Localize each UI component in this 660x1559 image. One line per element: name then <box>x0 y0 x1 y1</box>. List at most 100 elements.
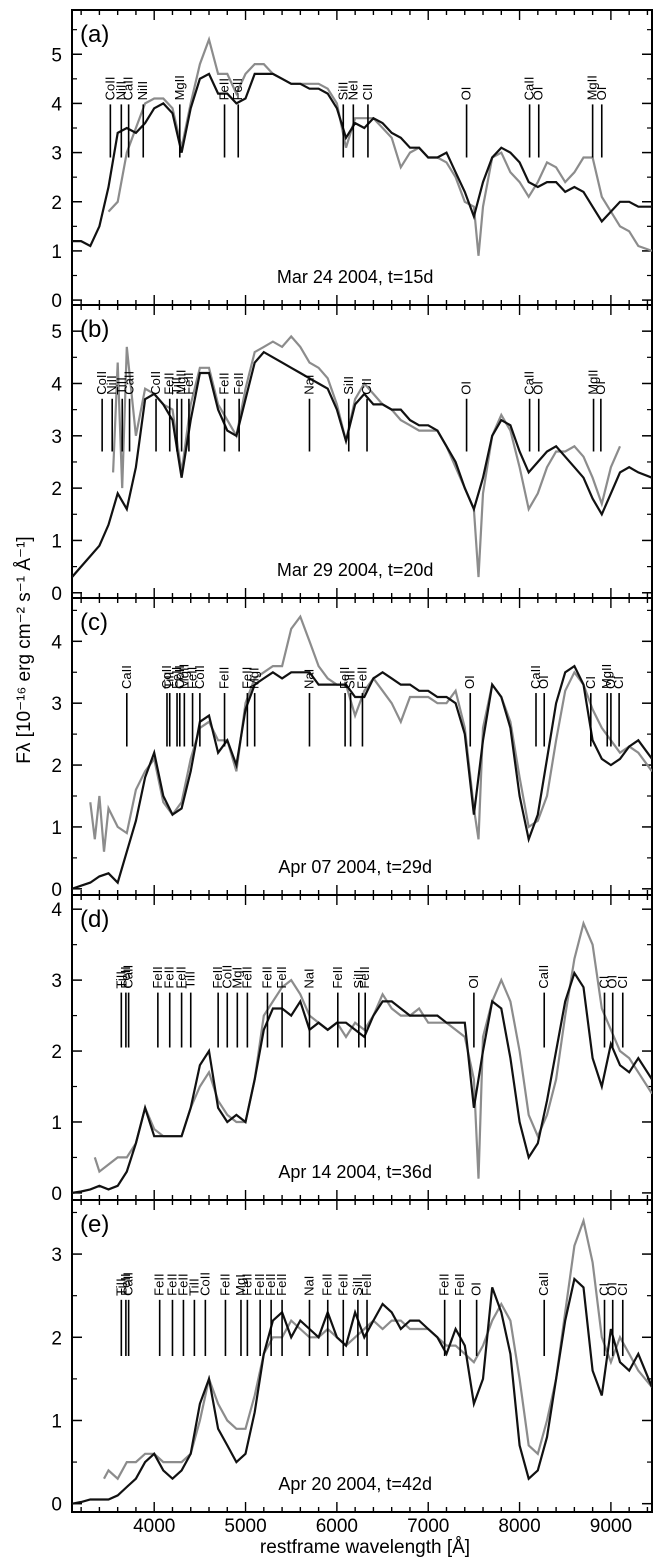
line-id-label: CaII <box>536 965 551 989</box>
line-id-label: FeII <box>330 966 345 988</box>
y-tick-label: 3 <box>51 1245 62 1266</box>
line-id-label: TiII <box>162 671 177 689</box>
observed-spectrum-line <box>89 614 652 852</box>
line-id-label: CII <box>360 84 375 101</box>
y-tick-label: 2 <box>51 756 62 777</box>
line-id-label: FeII <box>217 667 232 689</box>
y-tick-label: 0 <box>51 584 62 605</box>
line-id-label: FeII <box>335 1273 350 1295</box>
line-id-label: OI <box>469 1282 484 1296</box>
line-id-label: FeII <box>185 667 200 689</box>
line-id-label: SiII <box>341 376 356 395</box>
line-id-label: OI <box>466 975 481 989</box>
line-id-label: OI <box>536 675 551 689</box>
y-tick-label: 1 <box>51 1113 62 1134</box>
line-id-label: OI <box>593 381 608 395</box>
line-id-label: FeII <box>210 966 225 988</box>
line-id-label: CaII <box>522 371 537 395</box>
line-id-label: NaI <box>301 968 316 988</box>
y-tick-label: 4 <box>51 632 62 653</box>
y-tick-label: 3 <box>51 427 62 448</box>
line-id-label: CoII <box>219 965 234 989</box>
line-id-label: OI <box>594 87 609 101</box>
panel-label: (e) <box>80 1211 109 1238</box>
line-id-label: NiII <box>113 81 128 101</box>
line-id-label: CI <box>583 676 598 689</box>
x-tick-label: 4000 <box>133 1516 175 1537</box>
y-tick-label: 1 <box>51 242 62 263</box>
line-id-label: CI <box>615 976 630 989</box>
line-id-label: NiII <box>135 81 150 101</box>
line-id-label: CaII <box>121 965 136 989</box>
x-axis-label: restframe wavelength [Å] <box>260 1537 470 1558</box>
line-id-label: FeII <box>169 667 184 689</box>
line-id-label: FeII <box>252 1273 267 1295</box>
line-id-label: FeII <box>263 1273 278 1295</box>
panel-label: (a) <box>80 21 109 48</box>
line-id-label: FeII <box>230 78 245 100</box>
line-id-label: TiII <box>186 1278 201 1296</box>
line-id-label: TiII <box>183 971 198 989</box>
line-id-label: MgI <box>233 1274 248 1296</box>
y-tick-label: 2 <box>51 479 62 500</box>
line-id-label: SiII <box>350 1277 365 1296</box>
line-id-label: FeII <box>239 1273 254 1295</box>
line-id-label: FeII <box>452 1273 467 1295</box>
line-id-label: NeI <box>345 80 360 100</box>
date-label: Apr 14 2004, t=36d <box>278 1162 432 1182</box>
y-axis-label: Fλ [10⁻¹⁶ erg cm⁻² s⁻¹ Å⁻¹] <box>14 536 35 763</box>
line-id-label: SiII <box>343 670 358 689</box>
line-id-label: NaI <box>301 1276 316 1296</box>
line-id-label: FeII <box>217 78 232 100</box>
line-id-label: CaII <box>121 1272 136 1296</box>
line-id-label: TiII <box>169 377 184 395</box>
line-id-label: OI <box>531 381 546 395</box>
line-id-label: CaII <box>522 77 537 101</box>
line-id-label: FeII <box>164 1273 179 1295</box>
observed-spectrum-line <box>93 919 652 1179</box>
x-tick-label: 7000 <box>407 1516 449 1537</box>
line-id-label: FeII <box>217 1273 232 1295</box>
line-id-label: CI <box>597 976 612 989</box>
panel-frame <box>71 894 653 1201</box>
x-tick-label: 8000 <box>498 1516 540 1537</box>
line-id-label: FeII <box>239 667 254 689</box>
line-id-label: CoII <box>148 371 163 395</box>
y-tick-label: 4 <box>51 374 62 395</box>
line-id-label: FeII <box>174 966 189 988</box>
line-id-label: FeII <box>118 1273 133 1295</box>
y-tick-label: 5 <box>51 322 62 343</box>
x-tick-label: 5000 <box>224 1516 266 1537</box>
line-id-label: FeII <box>337 667 352 689</box>
x-tick-label: 9000 <box>590 1516 632 1537</box>
line-id-label: OI <box>459 87 474 101</box>
line-id-label: FeII <box>259 966 274 988</box>
line-id-label: MgII <box>585 75 600 100</box>
observed-spectrum-line <box>103 1216 652 1481</box>
panel-label: (d) <box>80 906 109 933</box>
line-id-label: FeII <box>231 372 246 394</box>
y-tick-label: 3 <box>51 694 62 715</box>
y-tick-label: 5 <box>51 45 62 66</box>
y-tick-label: 0 <box>51 1495 62 1516</box>
panel-frame <box>71 9 653 306</box>
y-tick-label: 1 <box>51 1411 62 1432</box>
y-tick-label: 2 <box>51 193 62 214</box>
model-spectrum-line <box>72 970 652 1194</box>
line-id-label: CI <box>597 1283 612 1296</box>
y-tick-label: 0 <box>51 880 62 901</box>
y-tick-label: 2 <box>51 1042 62 1063</box>
line-id-label: CoII <box>102 77 117 101</box>
line-id-label: OI <box>531 87 546 101</box>
line-id-label: FeII <box>150 966 165 988</box>
line-id-label: FeII <box>274 1273 289 1295</box>
panel-label: (c) <box>80 609 108 636</box>
line-id-label: TiII <box>113 1278 128 1296</box>
